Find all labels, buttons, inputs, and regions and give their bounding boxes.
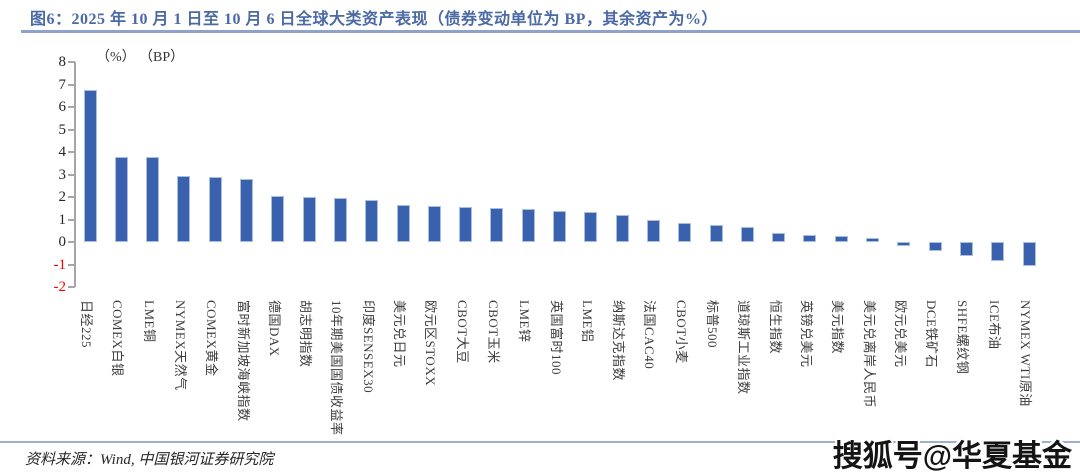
y-axis-tick (68, 128, 75, 131)
y-axis (74, 62, 76, 287)
bar (897, 242, 911, 247)
x-axis-label: CBOT玉米 (485, 300, 501, 364)
bar (709, 225, 723, 242)
x-axis-label: 美元兑日元 (392, 300, 407, 368)
y-axis-tick-label: -2 (53, 279, 67, 295)
bar (646, 220, 660, 242)
bar (678, 223, 692, 242)
bar (834, 236, 848, 242)
bar (490, 208, 504, 242)
x-axis-label: DCE铁矿石 (924, 300, 940, 369)
footer-divider (0, 441, 1080, 443)
bar-chart: （%） （BP） 8 7 6 5 4 3 2 1 0 -1 -2 日经225 COMEX白银 LME铜 N… (0, 34, 1080, 440)
x-axis-label: 法国CAC40 (642, 300, 658, 370)
bar (427, 206, 441, 242)
y-axis-tick-label: -1 (53, 256, 67, 273)
y-axis-tick (68, 61, 75, 63)
y-axis-tick (68, 241, 75, 243)
x-axis-label: 印度SENSEX30 (360, 300, 376, 394)
bar (146, 157, 160, 242)
bar (365, 199, 379, 242)
watermark: 搜狐号@华夏基金 (832, 440, 1072, 472)
y-axis-tick-label: 3 (58, 166, 67, 183)
y-axis-tick-label: 2 (58, 189, 67, 205)
bar (521, 208, 535, 242)
bar (866, 238, 879, 242)
title-divider (21, 30, 1080, 33)
x-axis-label: 欧元兑美元 (892, 300, 908, 368)
y-axis-tick-label: 5 (58, 121, 67, 138)
bar (928, 242, 942, 251)
x-axis-label: 日经225 (79, 300, 94, 349)
bar (740, 227, 754, 242)
x-axis-label: 标普500 (705, 300, 720, 349)
y-axis-tick (68, 173, 75, 176)
y-axis-unit-bp: （BP） (139, 50, 185, 65)
x-axis-label: LME锌 (517, 300, 533, 343)
x-axis-label: 10年期美国国债收益率 (329, 300, 345, 436)
y-axis-tick (68, 196, 75, 198)
bar (803, 235, 817, 242)
figure-title: 图6：2025 年 10 月 1 日至 10 月 6 日全球大类资产表现（债券变… (30, 11, 718, 28)
x-axis-label: SHFE螺纹钢 (955, 300, 971, 375)
y-axis-tick (68, 286, 75, 288)
x-axis-label: 英国富时100 (548, 300, 564, 376)
x-axis-label: 英镑兑美元 (798, 300, 814, 368)
bar (302, 196, 316, 242)
bar (114, 156, 128, 242)
y-axis-tick-label: 8 (58, 54, 67, 70)
x-axis-label: 道琼斯工业指数 (736, 300, 752, 395)
x-axis-label: 欧元区STOXX (423, 300, 439, 387)
x-axis-label: 恒生指数 (767, 300, 783, 355)
x-axis-label: 富时新加坡海峡指数 (235, 300, 251, 422)
bar (396, 205, 410, 242)
x-axis-label: LME铜 (141, 300, 157, 343)
y-axis-tick (68, 151, 75, 153)
y-axis-tick-label: 4 (58, 144, 67, 160)
source-note: 资料来源：Wind, 中国银河证券研究院 (25, 452, 274, 468)
bar (584, 212, 598, 242)
bar (959, 242, 973, 256)
bar (240, 179, 253, 242)
x-axis-label: ICE布油 (986, 300, 1002, 350)
y-axis-tick (68, 83, 75, 86)
x-axis-label: 美元兑离岸人民币 (861, 300, 877, 409)
x-axis-label: COMEX白银 (110, 300, 126, 377)
x-axis-label: NYMEX WTI原油 (1018, 300, 1033, 407)
x-axis-label: 美元指数 (830, 300, 846, 355)
y-axis-tick (68, 263, 75, 266)
x-axis-label: COMEX黄金 (204, 300, 220, 377)
bar (271, 195, 285, 242)
y-axis-unit-percent: （%） (96, 50, 136, 65)
bar (333, 197, 347, 242)
x-axis-label: 德国DAX (266, 300, 282, 357)
y-axis-tick-label: 1 (58, 211, 67, 228)
bar (772, 232, 786, 242)
bar (83, 90, 97, 242)
bar (991, 242, 1005, 261)
bar (208, 177, 222, 242)
bar (177, 176, 191, 242)
x-axis-label: NYMEX天然气 (172, 300, 188, 391)
x-axis-label: 纳斯达克指数 (611, 300, 627, 382)
y-axis-tick (68, 218, 75, 221)
bar (553, 210, 566, 242)
bar (459, 206, 473, 242)
x-axis-label: LME铝 (579, 300, 595, 343)
x-axis-label: CBOT大豆 (454, 300, 470, 364)
y-axis-tick-label: 0 (58, 234, 67, 250)
bar (1022, 242, 1036, 267)
x-axis-label: 胡志明指数 (298, 300, 314, 368)
x-axis-label: CBOT小麦 (673, 300, 689, 364)
y-axis-tick-label: 7 (58, 76, 67, 93)
y-axis-tick (68, 106, 75, 108)
y-axis-tick-label: 6 (58, 99, 67, 115)
bar (615, 214, 629, 242)
